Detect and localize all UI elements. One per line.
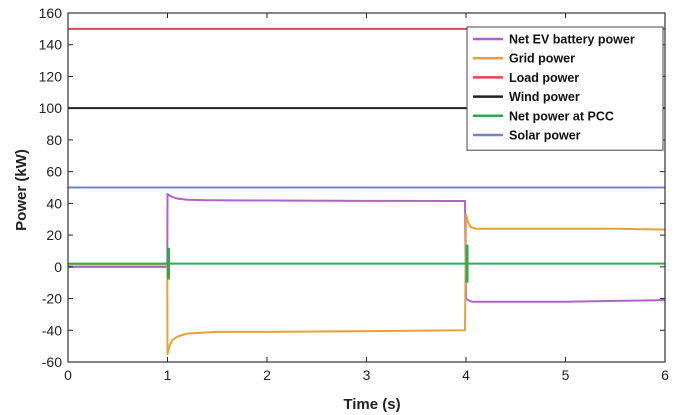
legend-label-4: Net power at PCC bbox=[509, 109, 614, 123]
legend: Net EV battery power Grid power Load power… bbox=[466, 26, 664, 151]
y-tick-label-7: 80 bbox=[46, 132, 62, 148]
x-tick-label-1: 1 bbox=[164, 367, 172, 383]
ticks-layer: 0 1 2 3 4 5 6 -60 -40 -20 0 20 40 60 80 100 120 140 160 bbox=[39, 5, 669, 383]
y-tick-label-4: 20 bbox=[46, 227, 62, 243]
x-tick-label-2: 2 bbox=[263, 367, 271, 383]
y-tick-label-11: 160 bbox=[39, 5, 63, 21]
x-axis-label: Time (s) bbox=[343, 396, 400, 413]
y-tick-label-9: 120 bbox=[39, 68, 63, 84]
series-layer bbox=[68, 27, 666, 356]
x-tick-label-5: 5 bbox=[562, 367, 570, 383]
series-line-0 bbox=[68, 192, 666, 303]
y-tick-label-10: 140 bbox=[39, 37, 63, 53]
legend-label-3: Wind power bbox=[509, 90, 580, 104]
series-line-1 bbox=[68, 213, 666, 356]
y-tick-label-8: 100 bbox=[39, 100, 63, 116]
y-tick-label-5: 40 bbox=[46, 195, 62, 211]
legend-box bbox=[466, 26, 664, 151]
legend-label-1: Grid power bbox=[509, 52, 575, 66]
legend-label-2: Load power bbox=[509, 71, 579, 85]
legend-label-5: Solar power bbox=[509, 129, 581, 143]
legend-label-0: Net EV battery power bbox=[509, 33, 635, 47]
x-tick-label-4: 4 bbox=[462, 367, 470, 383]
y-tick-label-3: 0 bbox=[54, 259, 62, 275]
x-tick-label-6: 6 bbox=[661, 367, 669, 383]
y-axis-label: Power (kW) bbox=[13, 149, 30, 231]
plot-frame bbox=[67, 12, 666, 363]
y-tick-label-1: -40 bbox=[42, 322, 62, 338]
y-tick-label-6: 60 bbox=[46, 164, 62, 180]
x-tick-label-3: 3 bbox=[363, 367, 371, 383]
y-tick-label-0: -60 bbox=[42, 354, 62, 370]
x-tick-label-0: 0 bbox=[64, 367, 72, 383]
y-tick-label-2: -20 bbox=[42, 291, 62, 307]
